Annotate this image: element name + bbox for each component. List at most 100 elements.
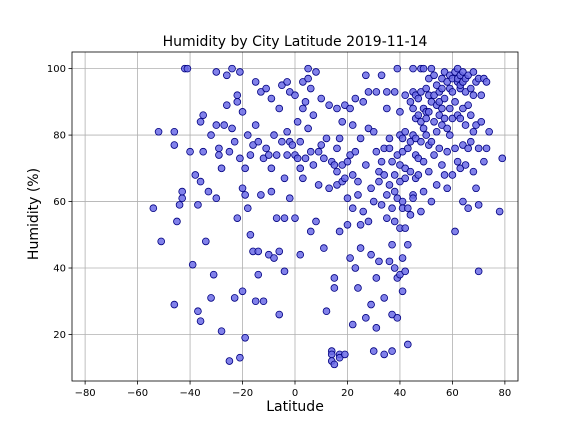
data-point: [249, 141, 257, 149]
x-tick-label: −20: [232, 388, 253, 399]
data-point: [233, 91, 242, 100]
data-point: [372, 88, 381, 96]
data-point: [466, 111, 475, 119]
data-point: [419, 187, 428, 196]
data-point: [440, 171, 449, 179]
x-tick-label: 0: [292, 388, 298, 399]
data-point: [285, 194, 294, 203]
data-point: [401, 164, 409, 173]
data-point: [375, 177, 383, 186]
data-point: [451, 98, 459, 106]
data-point: [296, 164, 305, 173]
data-point: [472, 121, 480, 129]
data-point: [372, 274, 381, 282]
data-point: [396, 108, 404, 116]
data-point: [173, 217, 181, 226]
data-point: [254, 137, 263, 146]
data-point: [233, 214, 242, 222]
data-point: [383, 191, 391, 199]
data-point: [388, 347, 396, 355]
data-point: [448, 88, 457, 96]
data-point: [267, 94, 276, 103]
data-point: [199, 111, 207, 119]
data-point: [445, 104, 454, 113]
data-point: [422, 131, 430, 139]
data-point: [438, 104, 446, 113]
data-point: [259, 154, 268, 163]
data-point: [304, 74, 312, 83]
data-point: [440, 114, 449, 123]
data-point: [456, 114, 465, 123]
data-point: [401, 224, 409, 232]
data-point: [327, 350, 336, 359]
data-point: [194, 201, 202, 209]
data-point: [343, 194, 352, 203]
data-point: [325, 184, 333, 193]
data-point: [485, 127, 493, 136]
data-point: [414, 154, 423, 163]
data-point: [456, 164, 465, 173]
x-tick-label: 20: [341, 388, 354, 399]
data-point: [299, 78, 307, 86]
data-point: [459, 68, 467, 76]
data-point: [314, 147, 323, 156]
data-point: [175, 201, 184, 209]
data-point: [275, 310, 284, 319]
data-point: [398, 254, 407, 262]
data-point: [469, 127, 478, 136]
data-point: [317, 94, 326, 103]
data-point: [443, 147, 451, 156]
data-point: [351, 94, 360, 103]
data-point: [306, 84, 315, 93]
data-point: [212, 68, 221, 76]
data-point: [393, 194, 402, 203]
data-point: [191, 171, 200, 179]
data-point: [280, 267, 289, 276]
data-point: [301, 154, 310, 163]
data-point: [388, 204, 396, 212]
data-point: [398, 197, 407, 206]
data-point: [417, 88, 425, 96]
data-point: [393, 64, 402, 73]
data-point: [383, 104, 391, 113]
data-point: [375, 257, 383, 266]
data-point: [396, 270, 404, 279]
data-points: [149, 64, 507, 369]
data-point: [380, 171, 389, 179]
data-point: [430, 117, 438, 126]
data-point: [293, 154, 302, 163]
data-point: [222, 101, 231, 109]
data-point: [272, 151, 281, 159]
data-point: [338, 117, 347, 126]
data-point: [385, 134, 394, 143]
data-point: [390, 187, 399, 196]
data-point: [385, 257, 394, 266]
data-point: [241, 164, 249, 173]
data-point: [414, 94, 423, 103]
data-point: [296, 137, 305, 146]
data-point: [333, 181, 341, 189]
data-point: [280, 214, 289, 222]
data-point: [157, 237, 166, 246]
data-point: [278, 81, 286, 90]
data-point: [215, 144, 223, 153]
data-point: [333, 144, 341, 153]
data-point: [246, 151, 255, 159]
data-point: [367, 250, 375, 259]
data-point: [356, 221, 365, 229]
data-point: [348, 204, 357, 212]
data-point: [317, 141, 326, 149]
data-point: [322, 134, 331, 143]
data-point: [217, 327, 226, 335]
data-point: [388, 157, 396, 166]
data-point: [474, 144, 483, 153]
data-point: [427, 197, 436, 206]
data-point: [406, 211, 415, 219]
data-point: [359, 207, 368, 216]
data-point: [272, 214, 281, 222]
data-point: [424, 167, 433, 176]
data-point: [480, 157, 488, 166]
data-point: [445, 131, 454, 139]
data-point: [451, 227, 459, 236]
data-point: [262, 84, 270, 93]
